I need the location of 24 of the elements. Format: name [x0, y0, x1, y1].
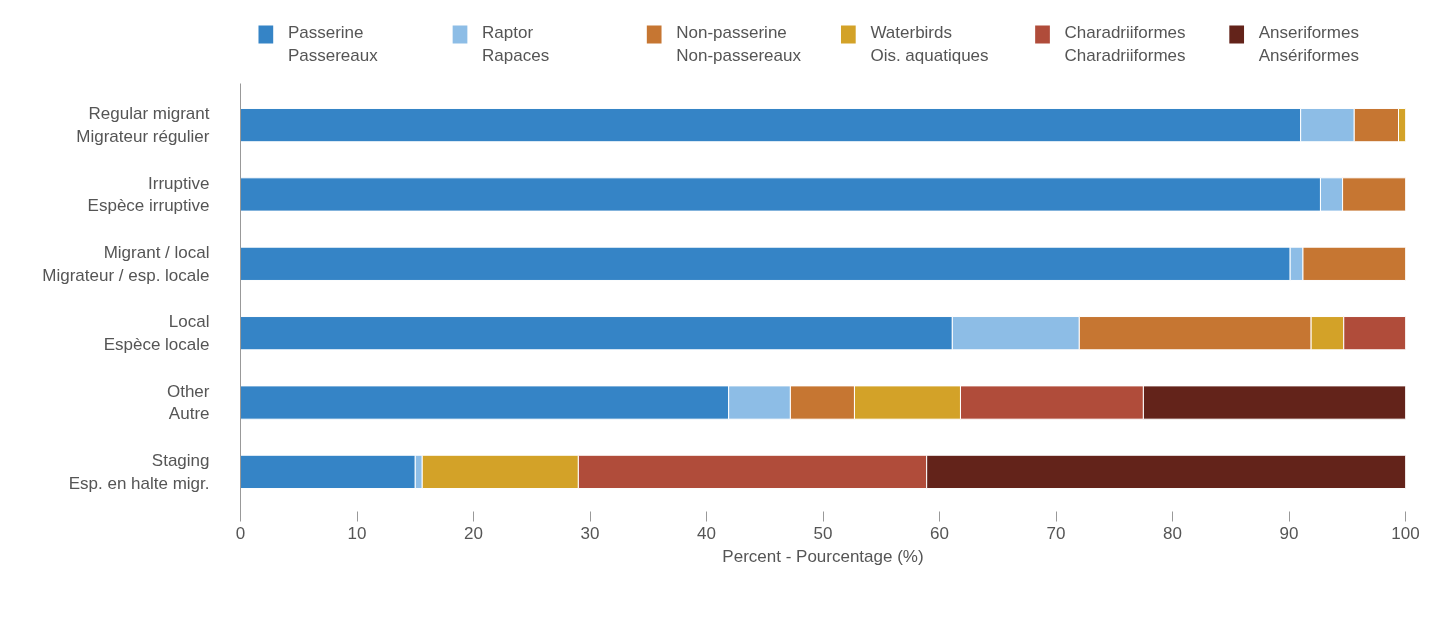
x-tick-label: 90	[1279, 523, 1299, 543]
legend-label: Raptor Rapaces	[482, 22, 550, 66]
legend-label: Charadriiformes Charadriiformes	[1064, 22, 1186, 66]
y-tick-label: Migrant / local Migrateur / esp. locale	[42, 242, 210, 285]
legend-label: Non-passerine Non-passereaux	[676, 22, 802, 66]
x-tick-label: 0	[235, 523, 246, 543]
x-tick-label: 20	[464, 523, 483, 543]
y-tick-label: Other Autre	[166, 381, 210, 424]
x-tick-label: 10	[347, 523, 367, 543]
x-tick-label: 100	[1391, 523, 1420, 543]
x-axis-title: Percent - Pourcentage (%)	[722, 546, 924, 566]
x-tick-label: 80	[1163, 523, 1182, 543]
legend-label: Anseriformes Ansériformes	[1258, 22, 1359, 66]
x-tick-label: 60	[930, 523, 949, 543]
x-tick-label: 40	[697, 523, 716, 543]
legend-label: Passerine Passereaux	[287, 22, 379, 66]
y-tick-label: Irruptive Espèce irruptive	[87, 173, 210, 216]
y-tick-label: Staging Esp. en halte migr.	[68, 450, 210, 493]
x-tick-label: 50	[813, 523, 833, 543]
y-tick-label: Local Espèce locale	[103, 312, 210, 355]
x-tick-label: 70	[1046, 523, 1066, 543]
x-tick-label: 30	[580, 523, 600, 543]
y-tick-label: Regular migrant Migrateur régulier	[76, 104, 210, 147]
legend-label: Waterbirds Ois. aquatiques	[870, 22, 989, 66]
